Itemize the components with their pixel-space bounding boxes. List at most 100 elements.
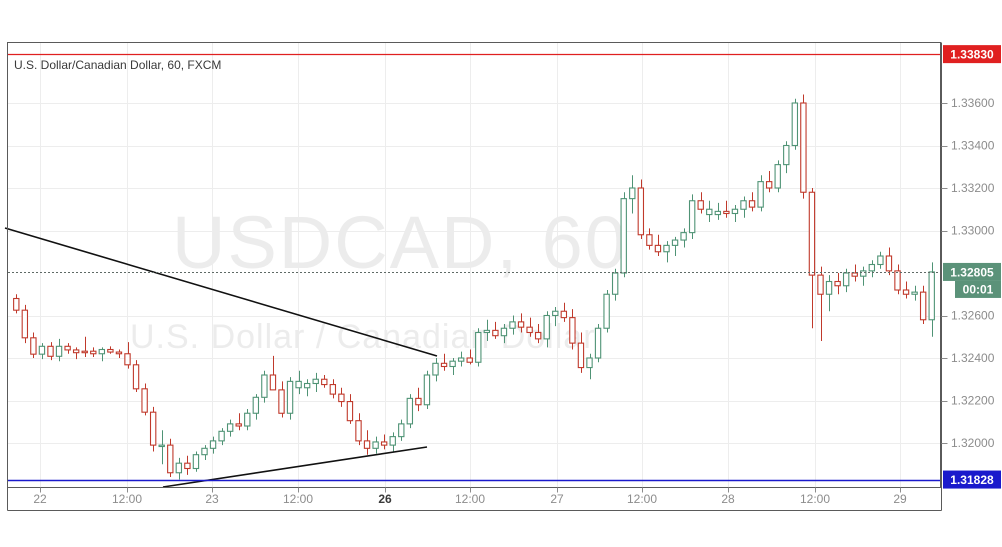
candlestick[interactable] <box>201 445 208 460</box>
candlestick[interactable] <box>98 347 106 362</box>
candlestick[interactable] <box>218 428 225 446</box>
candlestick[interactable] <box>765 171 773 193</box>
candlestick[interactable] <box>534 324 542 344</box>
candlestick[interactable] <box>423 370 431 409</box>
candlestick[interactable] <box>475 328 482 367</box>
candlestick[interactable] <box>569 309 576 350</box>
candlestick[interactable] <box>868 260 876 278</box>
candlestick[interactable] <box>184 455 191 475</box>
candlestick[interactable] <box>252 394 260 420</box>
candlestick[interactable] <box>731 205 739 222</box>
candlestick[interactable] <box>149 406 157 452</box>
candlestick[interactable] <box>363 430 371 455</box>
candlestick[interactable] <box>372 436 379 454</box>
candlestick[interactable] <box>244 409 251 431</box>
high-price-tag[interactable]: 1.33830 <box>943 45 1001 64</box>
candlestick[interactable] <box>235 413 242 431</box>
candlestick[interactable] <box>594 324 602 363</box>
candlestick[interactable] <box>278 381 285 418</box>
candlestick[interactable] <box>637 179 645 240</box>
candlestick[interactable] <box>714 202 722 220</box>
price-tags[interactable]: 1.33830 1.31828 1.32805 00:01 <box>943 45 1001 489</box>
candlestick[interactable] <box>21 304 29 344</box>
candlestick[interactable] <box>697 192 704 214</box>
candlestick[interactable] <box>509 315 516 335</box>
candlestick[interactable] <box>457 351 465 367</box>
candlestick[interactable] <box>911 285 918 301</box>
candlestick[interactable] <box>415 387 422 412</box>
candlestick[interactable] <box>894 264 901 295</box>
candlestick[interactable] <box>740 196 747 218</box>
candlestick[interactable] <box>115 349 123 359</box>
candlestick[interactable] <box>620 192 627 278</box>
candlestick[interactable] <box>449 358 456 375</box>
candlestick[interactable] <box>432 358 439 382</box>
candlestick[interactable] <box>107 346 114 354</box>
candlestick[interactable] <box>346 394 354 424</box>
candlestick[interactable] <box>748 192 756 212</box>
candlestick[interactable] <box>13 294 20 314</box>
candlestick[interactable] <box>688 194 696 239</box>
candlestick[interactable] <box>398 419 405 441</box>
candlestick[interactable] <box>47 342 54 361</box>
candlestick[interactable] <box>808 188 816 329</box>
candlestick[interactable] <box>303 379 311 397</box>
candlestick[interactable] <box>706 200 713 222</box>
candlestick[interactable] <box>817 266 824 341</box>
candlestick[interactable] <box>286 377 294 420</box>
candlestick[interactable] <box>209 436 217 454</box>
candlestick[interactable] <box>192 451 200 472</box>
candlestick[interactable] <box>380 434 388 450</box>
candlestick[interactable] <box>671 236 679 256</box>
candlestick[interactable] <box>269 355 277 391</box>
candlestick[interactable] <box>466 349 473 365</box>
candlestick[interactable] <box>38 343 46 360</box>
candlestick[interactable] <box>577 332 585 373</box>
candlestick[interactable] <box>355 413 362 446</box>
candlestick[interactable] <box>834 273 841 295</box>
candlestick[interactable] <box>663 241 670 263</box>
candlestick[interactable] <box>757 175 764 212</box>
candlestick[interactable] <box>175 457 183 480</box>
candlestick[interactable] <box>877 251 884 269</box>
candlestick[interactable] <box>295 370 302 395</box>
candlestick[interactable] <box>406 394 414 429</box>
candlestick[interactable] <box>791 98 799 150</box>
candlestick[interactable] <box>928 262 935 337</box>
candlestick[interactable] <box>90 347 97 357</box>
candlestick[interactable] <box>919 285 927 324</box>
candlestick[interactable] <box>261 370 268 403</box>
candlestick-series[interactable] <box>13 94 935 480</box>
candlestick[interactable] <box>629 175 636 214</box>
candlestick[interactable] <box>851 264 858 282</box>
candlestick[interactable] <box>167 438 174 477</box>
candlestick[interactable] <box>132 360 140 392</box>
candlestick[interactable] <box>611 268 619 301</box>
candlestick[interactable] <box>885 247 893 276</box>
candlestick[interactable] <box>329 379 337 399</box>
candlestick[interactable] <box>825 275 833 312</box>
candlestick[interactable] <box>586 353 593 380</box>
candlestick[interactable] <box>64 343 71 354</box>
candlestick[interactable] <box>141 383 148 416</box>
time-axis[interactable]: 22 12:00 23 12:00 26 12:00 27 12:00 28 12:00 29 <box>33 487 907 507</box>
candlestick[interactable] <box>543 311 550 348</box>
candlestick[interactable] <box>646 228 653 250</box>
candlestick[interactable] <box>860 266 867 286</box>
candlestick[interactable] <box>483 319 491 341</box>
candlestick[interactable] <box>526 317 533 337</box>
candlestick[interactable] <box>55 338 63 362</box>
candlestick[interactable] <box>389 432 396 452</box>
candlestick[interactable] <box>552 307 559 327</box>
candlestick[interactable] <box>312 372 319 392</box>
candlestick[interactable] <box>680 228 687 248</box>
candlestick[interactable] <box>338 387 345 407</box>
candlestick[interactable] <box>321 375 328 388</box>
low-price-tag[interactable]: 1.31828 <box>943 470 1001 489</box>
candlestick[interactable] <box>560 302 568 322</box>
candlestick[interactable] <box>500 324 508 344</box>
candlestick[interactable] <box>492 321 499 339</box>
last-price-tag[interactable]: 1.32805 <box>943 262 1001 281</box>
